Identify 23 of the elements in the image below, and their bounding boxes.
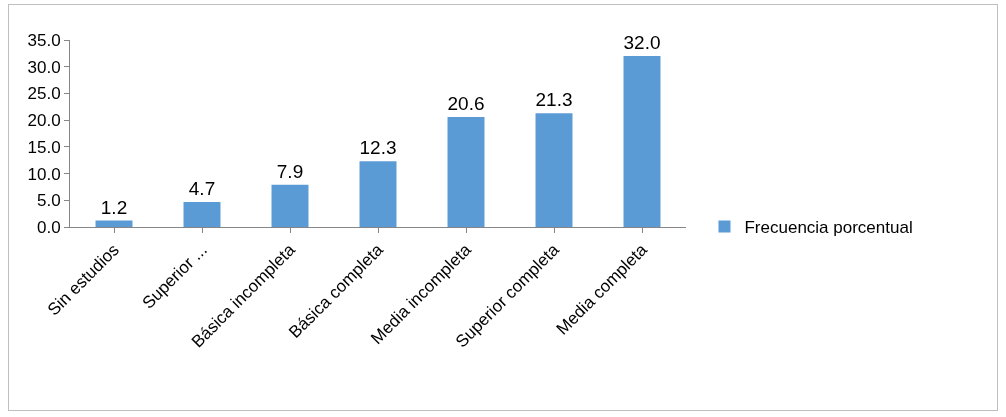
data-label: 21.3 (535, 89, 573, 111)
y-tick-label: 10.0 (27, 164, 61, 184)
y-tick-label: 35.0 (27, 30, 61, 50)
bar (535, 113, 573, 227)
bar (271, 184, 309, 227)
data-label: 1.2 (100, 196, 128, 218)
y-tick-label: 30.0 (27, 57, 61, 77)
data-label: 7.9 (276, 160, 304, 182)
bar (359, 161, 397, 227)
bar (183, 201, 221, 227)
bar (447, 116, 485, 227)
bar (623, 56, 661, 227)
y-tick-label: 5.0 (36, 191, 61, 211)
bar (95, 220, 133, 227)
data-label: 12.3 (359, 137, 397, 159)
legend-label: Frecuencia porcentual (744, 218, 913, 238)
data-label: 20.6 (447, 92, 485, 114)
data-label: 4.7 (188, 177, 216, 199)
y-tick-label: 0.0 (36, 217, 61, 237)
y-tick-label: 25.0 (27, 84, 61, 104)
y-tick-label: 20.0 (27, 111, 61, 131)
data-label: 32.0 (623, 32, 661, 54)
y-tick-label: 15.0 (27, 137, 61, 157)
